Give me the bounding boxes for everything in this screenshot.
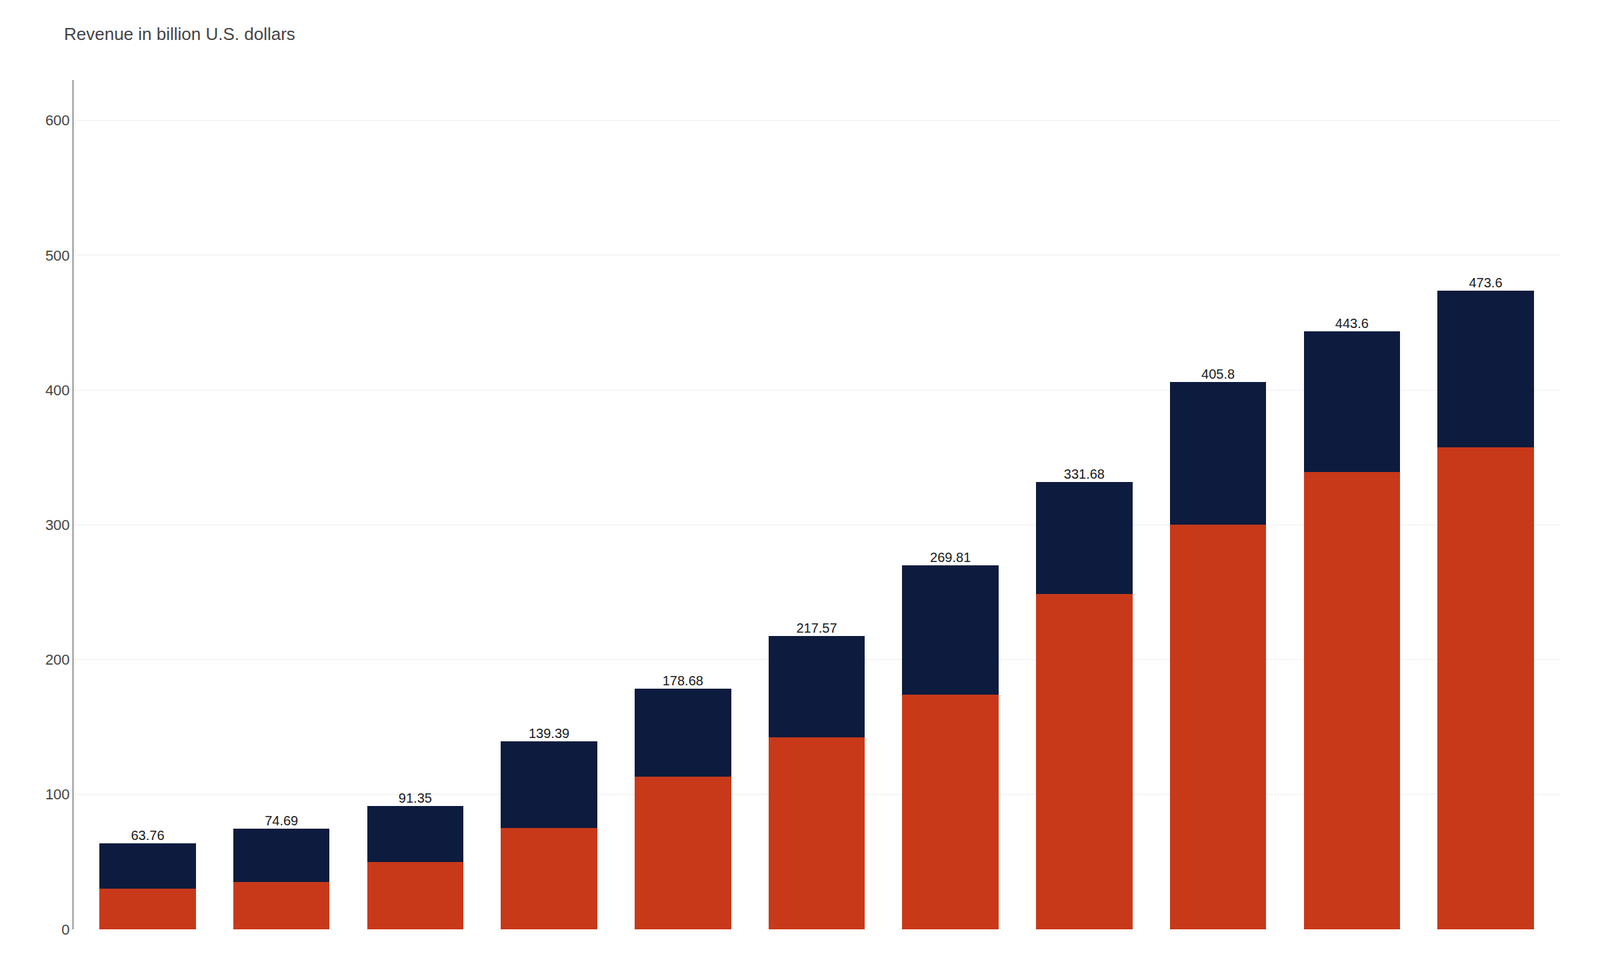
svg-text:405.8: 405.8 bbox=[1201, 366, 1235, 382]
svg-text:0: 0 bbox=[61, 921, 70, 938]
svg-text:91.35: 91.35 bbox=[398, 790, 432, 806]
svg-text:63.76: 63.76 bbox=[130, 828, 164, 843]
svg-text:331.68: 331.68 bbox=[1064, 466, 1105, 482]
svg-text:178.68: 178.68 bbox=[662, 673, 704, 688]
svg-text:269.81: 269.81 bbox=[930, 550, 971, 565]
svg-text:473.6: 473.6 bbox=[1468, 275, 1502, 290]
svg-text:74.69: 74.69 bbox=[264, 813, 298, 828]
svg-text:443.6: 443.6 bbox=[1335, 316, 1369, 331]
svg-text:600: 600 bbox=[45, 112, 70, 129]
svg-text:500: 500 bbox=[45, 247, 70, 264]
svg-text:Revenue in billion U.S. dollar: Revenue in billion U.S. dollars bbox=[64, 24, 296, 44]
svg-text:300: 300 bbox=[45, 516, 70, 534]
svg-text:200: 200 bbox=[45, 651, 70, 668]
svg-text:100: 100 bbox=[45, 786, 70, 803]
svg-text:400: 400 bbox=[45, 382, 70, 399]
svg-text:217.57: 217.57 bbox=[796, 620, 837, 636]
svg-text:139.39: 139.39 bbox=[528, 726, 570, 741]
